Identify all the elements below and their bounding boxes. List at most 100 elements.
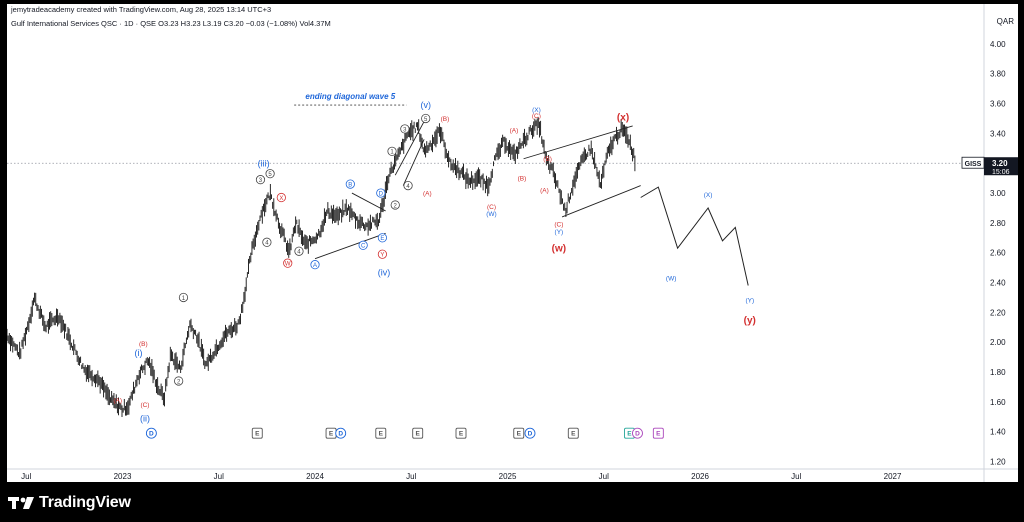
wave-label-circle [262, 237, 272, 247]
tradingview-brand: TradingView [39, 494, 131, 511]
trendline [561, 185, 641, 218]
wave-label: E [380, 236, 384, 242]
wave-label: (X) [532, 107, 541, 114]
price-tick-label: 3.60 [990, 100, 1006, 109]
wave-label: D [379, 191, 384, 197]
event-marker-label: E [517, 431, 522, 438]
wave-label: 4 [265, 241, 269, 247]
wave-label: (A) [540, 187, 549, 194]
wave-label: (B) [441, 116, 450, 123]
wave-label: (A) [113, 398, 122, 405]
wave-label-circle [400, 124, 410, 134]
trendline [394, 121, 425, 176]
wave-label: (iii) [258, 158, 270, 168]
wave-label: (C) [532, 113, 541, 120]
price-tick-label: 2.20 [990, 308, 1006, 317]
event-marker-label: E [255, 431, 260, 438]
time-tick-label: 2024 [306, 472, 324, 481]
wave-label-circle [265, 169, 275, 179]
wave-label: W [285, 262, 291, 268]
wave-label: 3 [259, 178, 263, 184]
event-marker-label: E [379, 431, 384, 438]
wave-label-circle [294, 246, 304, 256]
wave-label: Y [380, 253, 384, 259]
price-tag-ticker: GISS [965, 161, 982, 168]
event-marker-square [412, 427, 424, 439]
wave-label: 5 [268, 172, 272, 178]
price-bars-group [7, 117, 636, 417]
wave-label: (B) [518, 175, 527, 182]
event-marker-square [375, 427, 387, 439]
event-marker-label: E [329, 431, 334, 438]
wave-label: 4 [297, 250, 301, 256]
wave-label-circle [310, 260, 320, 270]
wave-label-circle [387, 146, 397, 156]
wave-label: 2 [394, 203, 398, 209]
event-marker-circle [632, 427, 643, 439]
price-tick-label: 2.00 [990, 338, 1006, 347]
wave-label: (W) [666, 275, 676, 282]
tradingview-footer: TradingView [8, 492, 131, 514]
event-marker-label: D [528, 431, 533, 438]
wave-label-circle [345, 179, 355, 189]
event-marker-square [251, 427, 263, 439]
event-marker-label: D [338, 431, 343, 438]
event-marker-label: E [459, 431, 464, 438]
credit-line: jemytradeacademy created with TradingVie… [11, 5, 272, 14]
chart-panel: 1.20 1.40 1.60 1.80 2.00 2.20 2.40 2.60 2.80 3.00… [7, 4, 1018, 482]
wave-label: (W) [486, 211, 496, 218]
time-tick-label: 2023 [114, 472, 132, 481]
event-marker-square [455, 427, 467, 439]
wave-label-circle [174, 376, 184, 386]
wave-label-circle [377, 249, 387, 259]
time-tick-label: Jul [214, 472, 224, 481]
time-tick-label: 2027 [884, 472, 902, 481]
wave-label: (Y) [555, 229, 564, 236]
event-marker-circle [335, 427, 347, 439]
wave-label: (B) [543, 156, 552, 163]
wave-label-circle [358, 240, 368, 250]
price-tick-label: 2.40 [990, 279, 1006, 288]
trendline [314, 232, 386, 260]
wave-label: (C) [140, 402, 149, 409]
trendline [402, 139, 425, 186]
wave-label: 1 [390, 150, 394, 156]
annotation-text: ending diagonal wave 5 [305, 92, 395, 101]
symbol-info-line: Gulf International Services QSC · 1D · Q… [11, 19, 331, 28]
event-marker-square [652, 427, 664, 439]
price-tag-box [984, 157, 1018, 176]
wave-label-circle [178, 292, 189, 303]
price-tag-countdown: 15:06 [992, 169, 1010, 176]
wave-label: (C) [554, 222, 563, 229]
wave-label-circle [255, 175, 266, 185]
price-tick-label: 1.60 [990, 398, 1006, 407]
event-marker-label: E [416, 431, 421, 438]
wave-label: (Y) [745, 298, 754, 305]
wave-label: X [279, 196, 283, 202]
wave-label: 4 [406, 184, 410, 190]
currency-label: QAR [996, 17, 1014, 26]
wave-label: A [313, 263, 317, 269]
time-tick-label: Jul [791, 472, 801, 481]
price-tick-label: 3.00 [990, 189, 1006, 198]
wave-label-circle [421, 113, 431, 124]
event-marker-square [513, 427, 525, 439]
wave-label: 2 [177, 379, 181, 385]
event-marker-label: E [627, 431, 632, 438]
wave-label: 3 [403, 127, 407, 133]
price-tick-label: 2.60 [990, 249, 1006, 258]
chart-plot[interactable]: 1.20 1.40 1.60 1.80 2.00 2.20 2.40 2.60 2.80 3.00… [7, 4, 1018, 482]
wave-label: (y) [744, 315, 756, 326]
wave-label: 1 [182, 296, 186, 302]
event-marker-label: D [149, 431, 154, 438]
event-marker-label: E [656, 431, 661, 438]
trendline [351, 192, 386, 212]
wave-label: (X) [704, 192, 713, 199]
wave-label: (B) [139, 341, 148, 348]
time-tick-label: 2026 [691, 472, 709, 481]
wave-label-circle [403, 180, 413, 191]
wave-label: (w) [552, 244, 566, 255]
wave-label-circle [390, 200, 400, 210]
wave-label: (v) [420, 100, 431, 110]
